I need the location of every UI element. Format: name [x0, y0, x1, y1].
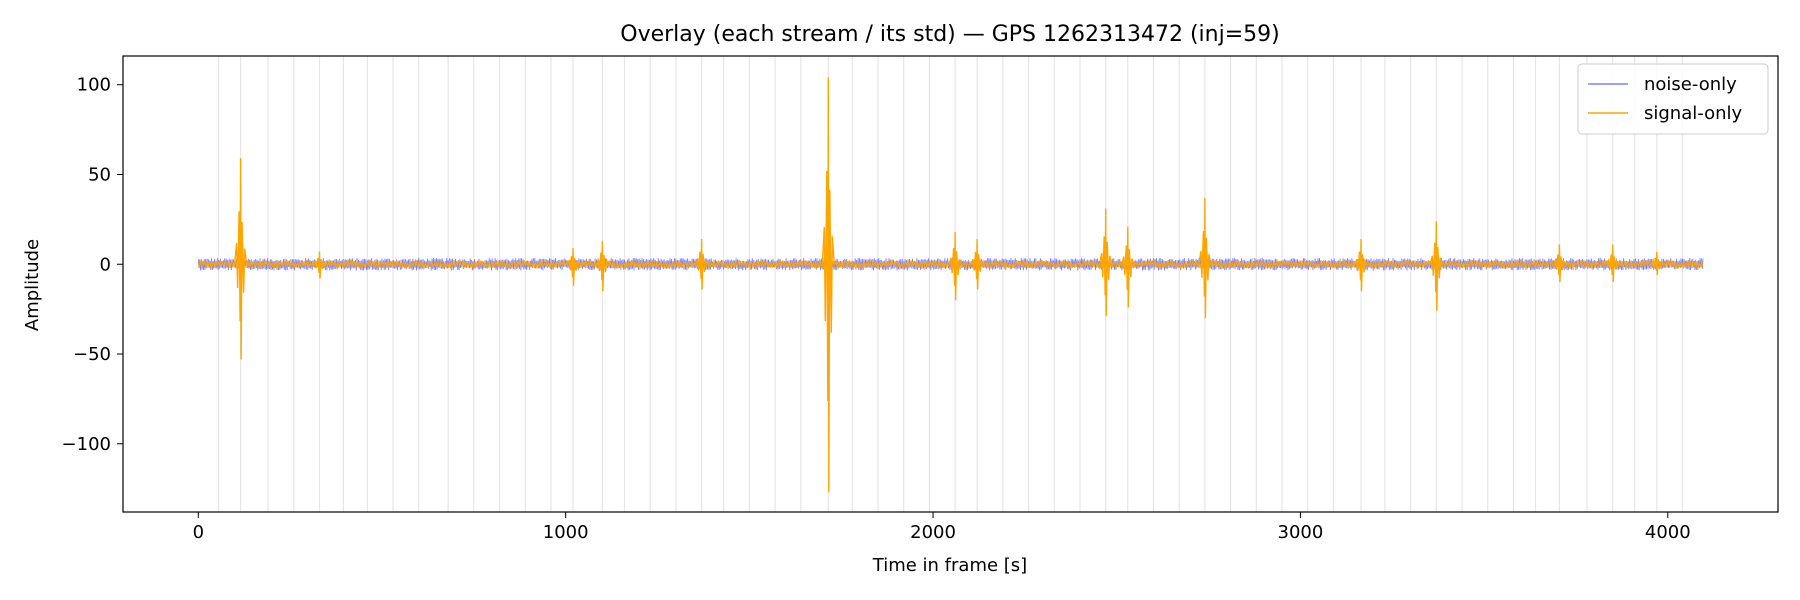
legend: noise-only signal-only — [1577, 63, 1769, 135]
y-axis-ticks: 100 50 0 −50 −100 — [62, 75, 123, 455]
x-tick-label: 1000 — [543, 522, 589, 543]
signal-burst — [233, 158, 248, 360]
x-tick-label: 4000 — [1645, 522, 1691, 543]
signal-burst — [312, 251, 326, 279]
legend-label-noise-only: noise-only — [1644, 74, 1737, 95]
signal-burst — [1429, 221, 1443, 311]
signal-burst — [595, 240, 610, 292]
x-tick-label: 2000 — [910, 522, 956, 543]
plot-frame — [122, 55, 1779, 513]
signal-burst — [948, 231, 962, 301]
y-axis-label: Amplitude — [22, 239, 43, 331]
legend-label-signal-only: signal-only — [1644, 103, 1742, 124]
y-tick-label: 0 — [100, 254, 111, 275]
y-tick-label: 100 — [77, 75, 111, 96]
signal-only-baseline — [197, 259, 1704, 270]
y-tick-label: −100 — [62, 434, 111, 455]
signal-burst — [1099, 208, 1113, 317]
signal-burst — [1354, 239, 1368, 292]
x-tick-label: 3000 — [1278, 522, 1324, 543]
y-tick-label: −50 — [73, 344, 111, 365]
x-axis-ticks: 0 1000 2000 3000 4000 — [193, 512, 1691, 543]
signal-burst — [821, 77, 835, 493]
signal-burst — [694, 239, 709, 290]
signal-burst — [1198, 197, 1212, 319]
signal-burst — [1650, 251, 1664, 276]
signal-burst — [1121, 226, 1135, 308]
legend-box — [1577, 63, 1769, 135]
x-axis-label: Time in frame [s] — [872, 555, 1027, 576]
signal-burst — [970, 239, 984, 290]
x-tick-label: 0 — [193, 522, 204, 543]
signal-series — [197, 77, 1704, 493]
signal-burst — [1606, 244, 1620, 283]
chart-title: Overlay (each stream / its std) — GPS 12… — [620, 22, 1279, 47]
signal-burst — [566, 248, 580, 286]
y-tick-label: 50 — [88, 164, 111, 185]
signal-burst — [1552, 244, 1566, 283]
